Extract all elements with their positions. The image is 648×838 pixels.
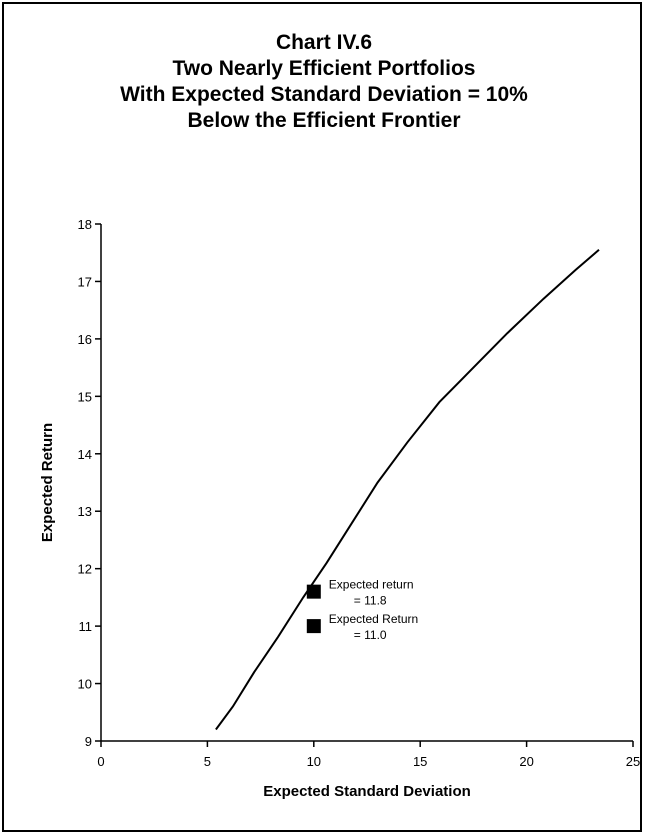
y-tick-label: 12 (78, 562, 92, 577)
y-tick-label: 17 (78, 274, 92, 289)
marker-label-line-2: = 11.8 (354, 594, 387, 608)
x-tick-label: 5 (204, 754, 211, 769)
x-tick-label: 20 (519, 754, 533, 769)
efficient-frontier-line (215, 249, 600, 731)
portfolio-marker (306, 619, 321, 634)
x-tick-label: 0 (97, 754, 104, 769)
x-tick-label: 15 (413, 754, 427, 769)
y-tick-label: 16 (78, 332, 92, 347)
y-tick-label: 9 (85, 734, 92, 749)
y-tick-label: 14 (78, 447, 92, 462)
chart-title-line-4: Below the Efficient Frontier (187, 109, 461, 132)
y-axis-label: Expected Return (39, 423, 56, 542)
y-tick-label: 15 (78, 389, 92, 404)
y-tick-label: 18 (78, 217, 92, 232)
y-tick-label: 10 (78, 677, 92, 692)
chart-title-line-2: Two Nearly Efficient Portfolios (172, 57, 476, 80)
chart-title-line-3: With Expected Standard Deviation = 10% (120, 83, 528, 106)
marker-label-line-1: Expected return (329, 578, 414, 592)
marker-label-line-2: = 11.0 (354, 628, 387, 642)
y-tick-label: 11 (79, 619, 93, 634)
x-tick-label: 25 (626, 754, 640, 769)
x-tick-label: 10 (307, 754, 321, 769)
chart-title-line-1: Chart IV.6 (275, 31, 373, 54)
portfolio-marker (306, 584, 321, 599)
chart-frame (2, 2, 642, 832)
y-tick-label: 13 (78, 504, 92, 519)
marker-label-line-1: Expected Return (329, 612, 418, 626)
x-axis-label: Expected Standard Deviation (263, 783, 471, 800)
